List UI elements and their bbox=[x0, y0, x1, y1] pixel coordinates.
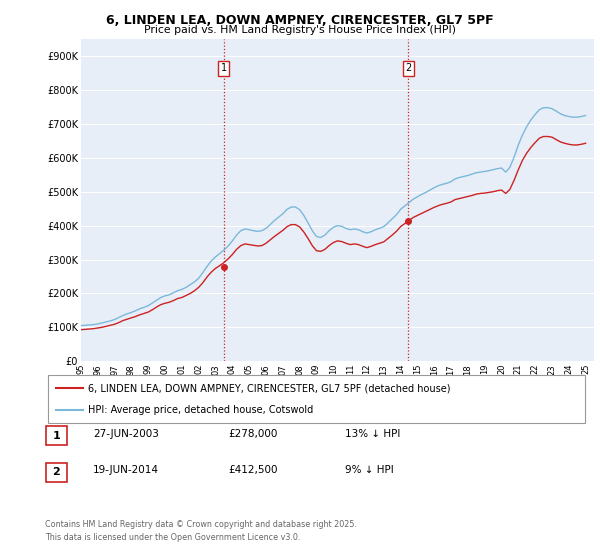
Text: £278,000: £278,000 bbox=[228, 429, 277, 439]
Text: 9% ↓ HPI: 9% ↓ HPI bbox=[345, 465, 394, 475]
Text: 13% ↓ HPI: 13% ↓ HPI bbox=[345, 429, 400, 439]
Text: 27-JUN-2003: 27-JUN-2003 bbox=[93, 429, 159, 439]
Text: 19-JUN-2014: 19-JUN-2014 bbox=[93, 465, 159, 475]
Text: £412,500: £412,500 bbox=[228, 465, 277, 475]
FancyBboxPatch shape bbox=[46, 426, 67, 445]
Text: Price paid vs. HM Land Registry's House Price Index (HPI): Price paid vs. HM Land Registry's House … bbox=[144, 25, 456, 35]
Text: Contains HM Land Registry data © Crown copyright and database right 2025.: Contains HM Land Registry data © Crown c… bbox=[45, 520, 357, 529]
Text: 2: 2 bbox=[406, 63, 412, 73]
Text: 6, LINDEN LEA, DOWN AMPNEY, CIRENCESTER, GL7 5PF: 6, LINDEN LEA, DOWN AMPNEY, CIRENCESTER,… bbox=[106, 14, 494, 27]
Text: This data is licensed under the Open Government Licence v3.0.: This data is licensed under the Open Gov… bbox=[45, 533, 301, 542]
Text: 1: 1 bbox=[53, 431, 60, 441]
Text: 2: 2 bbox=[53, 467, 60, 477]
FancyBboxPatch shape bbox=[48, 375, 585, 423]
Text: 6, LINDEN LEA, DOWN AMPNEY, CIRENCESTER, GL7 5PF (detached house): 6, LINDEN LEA, DOWN AMPNEY, CIRENCESTER,… bbox=[88, 383, 451, 393]
Text: 1: 1 bbox=[221, 63, 227, 73]
Text: HPI: Average price, detached house, Cotswold: HPI: Average price, detached house, Cots… bbox=[88, 405, 314, 415]
FancyBboxPatch shape bbox=[46, 463, 67, 482]
